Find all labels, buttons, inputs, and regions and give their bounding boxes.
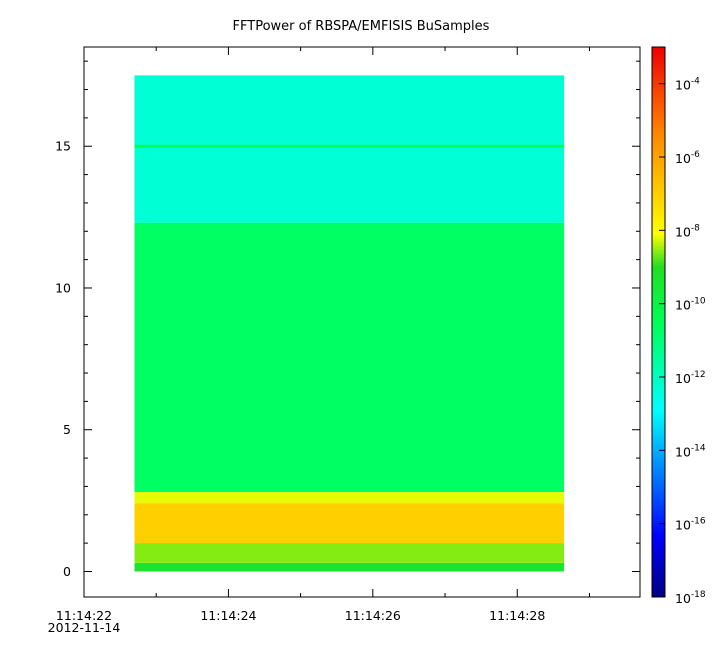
colorbar-axis: 10-4 10-6 10-8 10-10 10-12 10-14 10-16 10-18 [659, 77, 706, 606]
colorbar-tick-label: 10-14 [675, 443, 706, 459]
colorbar [651, 46, 666, 598]
spectrogram-band [134, 503, 565, 544]
spectrogram-band [134, 492, 565, 504]
colorbar-tick-label: 10-4 [675, 77, 700, 93]
colorbar-tick-label: 10-10 [675, 297, 706, 313]
colorbar-tick-label: 10-12 [675, 370, 706, 386]
spectrogram-image [134, 75, 565, 572]
x-tick-label: 11:14:22 [56, 608, 112, 623]
plot-frame [83, 46, 641, 598]
spectrogram-band [134, 144, 565, 148]
y-tick-label: 15 [55, 139, 71, 154]
x-tick-sublabel: 2012-11-14 [48, 620, 121, 635]
spectrogram-band [134, 563, 565, 572]
chart-title: FFTPower of RBSPA/EMFISIS BuSamples [233, 19, 490, 34]
y-tick-label: 0 [63, 564, 71, 579]
colorbar-tick-label: 10-8 [675, 223, 700, 239]
y-axis: 0 5 10 15 [55, 60, 640, 579]
colorbar-tick-label: 10-6 [675, 150, 700, 166]
x-tick-label: 11:14:24 [200, 608, 256, 623]
colorbar-tick-label: 10-18 [675, 590, 706, 606]
spectrogram-band [134, 222, 565, 493]
spectrogram-band [134, 75, 565, 223]
colorbar-tick-label: 10-16 [675, 517, 706, 533]
x-tick-label: 11:14:28 [489, 608, 545, 623]
x-tick-label: 11:14:26 [345, 608, 401, 623]
spectrogram-band [134, 543, 565, 563]
y-tick-label: 5 [63, 422, 71, 437]
y-tick-label: 10 [55, 280, 71, 295]
